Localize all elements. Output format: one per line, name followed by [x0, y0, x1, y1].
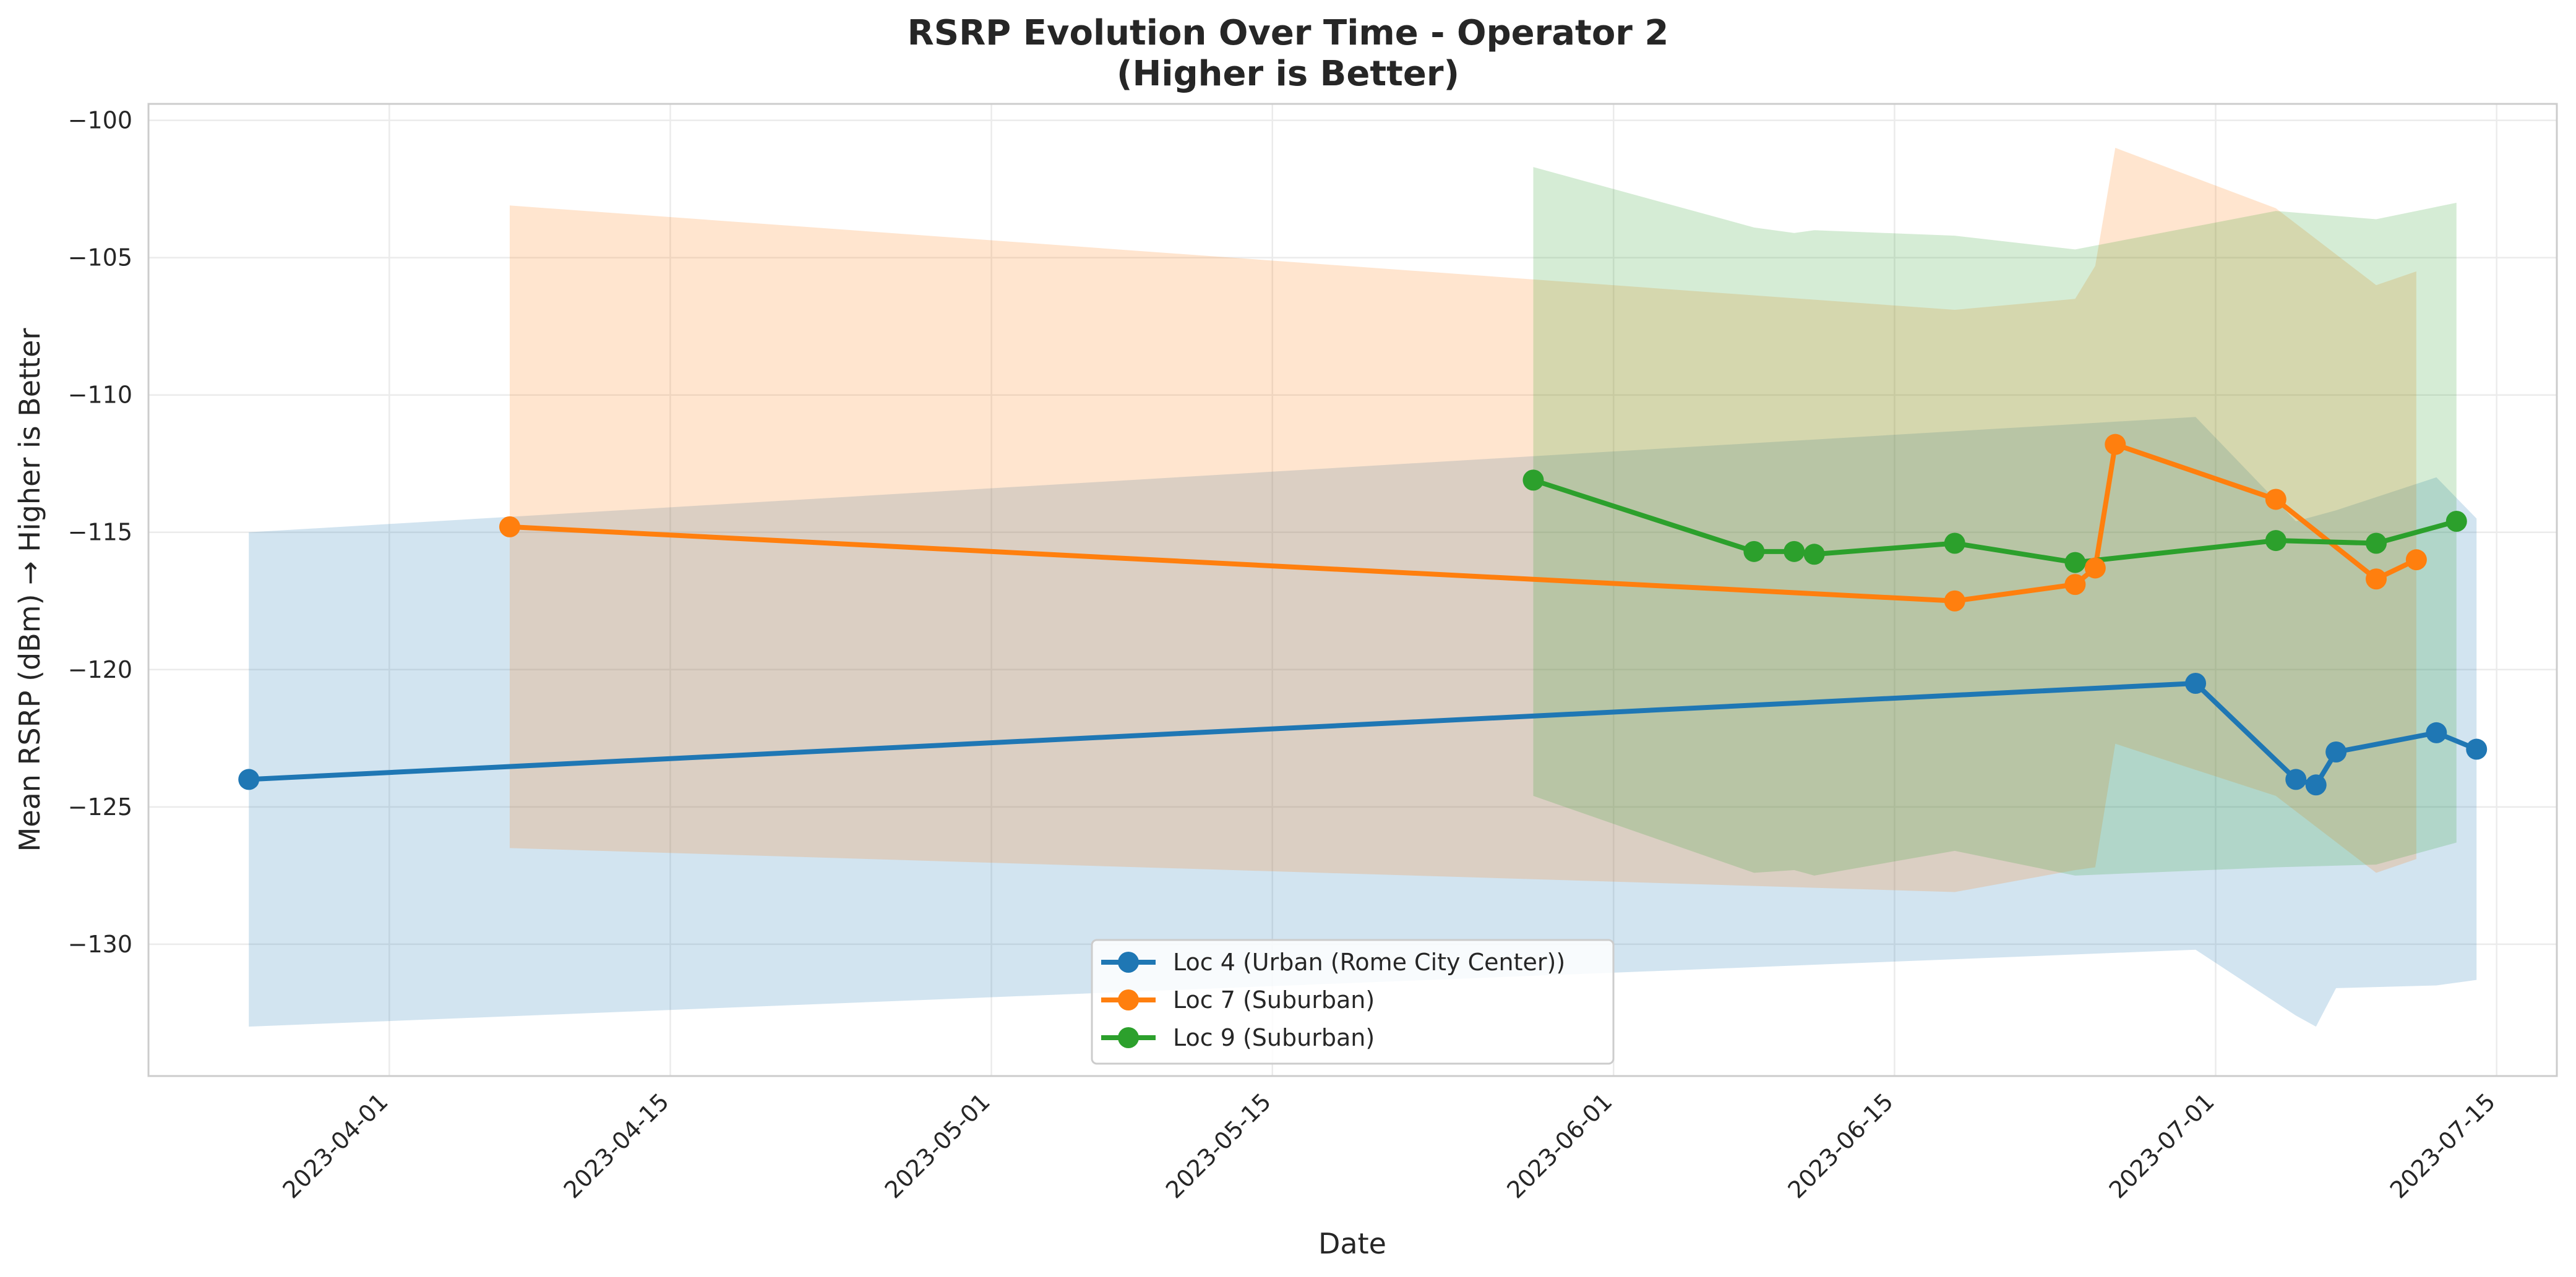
data-point: [1803, 544, 1825, 565]
data-point: [2265, 489, 2286, 510]
data-point: [2325, 741, 2347, 762]
data-point: [1743, 540, 1765, 562]
y-tick-label: −130: [68, 931, 132, 958]
y-axis-ticks: −100 −105 −110 −115 −120 −125 −130: [68, 107, 132, 958]
x-tick-label: 2023-04-01: [277, 1088, 393, 1203]
data-point: [2285, 769, 2307, 790]
data-point: [2064, 574, 2086, 596]
data-point: [2064, 552, 2086, 573]
x-tick-label: 2023-05-01: [880, 1088, 995, 1203]
y-tick-label: −100: [68, 107, 132, 134]
x-axis-ticks: 2023-04-01 2023-04-15 2023-05-01 2023-05-15…: [277, 1088, 2501, 1203]
y-tick-label: −120: [68, 656, 132, 683]
legend-label: Loc 4 (Urban (Rome City Center)): [1173, 949, 1565, 976]
y-tick-label: −110: [68, 382, 132, 409]
data-point: [1944, 590, 1965, 612]
y-axis-label: Mean RSRP (dBm) → Higher is Better: [13, 328, 46, 852]
series-line: [509, 442, 2418, 604]
confidence-bands: [249, 148, 2477, 1027]
legend-marker: [1118, 989, 1139, 1010]
data-point: [2305, 774, 2327, 796]
data-point: [2265, 530, 2286, 552]
confidence-band: [509, 148, 2416, 892]
plot-background: [148, 104, 2557, 1076]
chart-title: RSRP Evolution Over Time - Operator 2: [908, 13, 1669, 53]
data-point: [2426, 722, 2447, 743]
data-point: [2366, 532, 2387, 554]
x-tick-label: 2023-06-15: [1783, 1088, 1899, 1203]
chart-subtitle: (Higher is Better): [1117, 54, 1459, 94]
legend: Loc 4 (Urban (Rome City Center)) Loc 7 (S…: [1091, 939, 1615, 1065]
x-tick-label: 2023-06-01: [1501, 1088, 1617, 1203]
data-point: [2405, 549, 2427, 571]
legend-box: [1091, 939, 1615, 1065]
plot-area: [147, 103, 2558, 1077]
legend-marker: [1118, 952, 1139, 973]
x-axis-label: Date: [1318, 1227, 1386, 1260]
legend-label: Loc 9 (Suburban): [1173, 1024, 1375, 1051]
grid-lines: [148, 104, 2557, 1076]
data-point: [2366, 568, 2387, 590]
confidence-band: [249, 417, 2477, 1027]
y-tick-label: −105: [68, 244, 132, 271]
data-point: [238, 769, 260, 790]
data-point: [499, 516, 520, 537]
legend-items: Loc 4 (Urban (Rome City Center)) Loc 7 (S…: [1101, 949, 1565, 1051]
x-tick-label: 2023-07-01: [2104, 1088, 2220, 1203]
data-point: [1522, 469, 1544, 491]
confidence-band: [1533, 167, 2457, 876]
plot-frame: [147, 103, 2558, 1077]
x-tick-label: 2023-07-15: [2385, 1088, 2501, 1203]
data-point: [2105, 433, 2126, 455]
y-tick-label: −125: [68, 793, 132, 821]
data-point: [2445, 510, 2467, 532]
y-tick-label: −115: [68, 519, 132, 546]
x-tick-label: 2023-05-15: [1161, 1088, 1276, 1203]
data-point: [1784, 540, 1805, 562]
legend-marker: [1118, 1027, 1139, 1048]
data-point: [2185, 672, 2207, 694]
legend-label: Loc 7 (Suburban): [1173, 986, 1375, 1014]
series-markers: [238, 433, 2488, 796]
data-point: [2084, 557, 2106, 579]
data-point: [2466, 738, 2488, 760]
data-point: [1944, 532, 1965, 554]
x-tick-label: 2023-04-15: [559, 1088, 674, 1203]
